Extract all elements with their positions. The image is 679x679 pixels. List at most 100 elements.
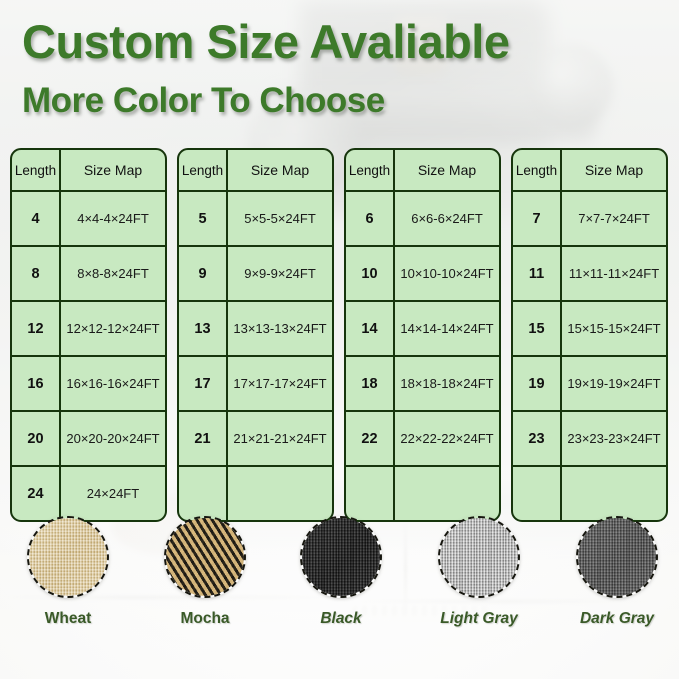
cell-length: 10 (346, 247, 395, 300)
table-row: 12 12×12-12×24FT (12, 302, 165, 357)
fabric-texture-black (302, 518, 380, 596)
table-row: 18 18×18-18×24FT (346, 357, 499, 412)
column-header-length: Length (346, 150, 395, 190)
cell-size-map: 16×16-16×24FT (66, 376, 160, 391)
cell-size-map: 8×8-8×24FT (77, 266, 149, 281)
column-header-size-map: Size Map (83, 162, 143, 178)
cell-length: 20 (12, 412, 61, 465)
cell-length: 9 (179, 247, 228, 300)
cell-size-map: 5×5-5×24FT (244, 211, 316, 226)
table-header-row: Length Size Map (346, 150, 499, 192)
cell-length: 11 (513, 247, 562, 300)
color-swatches: Wheat Mocha Black Light Gray Dark Gray (0, 516, 679, 679)
size-table-2: Length Size Map 5 5×5-5×24FT 9 9×9-9×24F… (177, 148, 334, 522)
cell-size-map: 6×6-6×24FT (411, 211, 483, 226)
table-row: 15 15×15-15×24FT (513, 302, 666, 357)
table-row: 8 8×8-8×24FT (12, 247, 165, 302)
cell-size-map: 7×7-7×24FT (578, 211, 650, 226)
table-row: 6 6×6-6×24FT (346, 192, 499, 247)
table-row: 7 7×7-7×24FT (513, 192, 666, 247)
column-header-length: Length (179, 150, 228, 190)
table-row: 13 13×13-13×24FT (179, 302, 332, 357)
table-row: 5 5×5-5×24FT (179, 192, 332, 247)
swatch-mocha[interactable]: Mocha (155, 516, 255, 628)
cell-size-map: 17×17-17×24FT (233, 376, 327, 391)
size-table-1: Length Size Map 4 4×4-4×24FT 8 8×8-8×24F… (10, 148, 167, 522)
cell-size-map: 13×13-13×24FT (233, 321, 327, 336)
cell-length: 22 (346, 412, 395, 465)
cell-size-map: 12×12-12×24FT (66, 321, 160, 336)
size-table-3: Length Size Map 6 6×6-6×24FT 10 10×10-10… (344, 148, 501, 522)
fabric-texture-wheat (29, 518, 107, 596)
swatch-circle-mocha (164, 516, 246, 598)
cell-length (513, 467, 562, 520)
table-row: 23 23×23-23×24FT (513, 412, 666, 467)
swatch-label-dark-gray: Dark Gray (579, 610, 655, 627)
swatch-wheat[interactable]: Wheat (18, 516, 118, 628)
swatch-black[interactable]: Black (291, 516, 391, 628)
fabric-texture-light-gray (440, 518, 518, 596)
swatch-label-mocha: Mocha (180, 610, 230, 627)
sub-heading: More Color To Choose (22, 81, 385, 120)
cell-size-map: 4×4-4×24FT (77, 211, 149, 226)
column-header-length: Length (513, 150, 562, 190)
table-row: 24 24×24FT (12, 467, 165, 520)
fabric-texture-dark-gray (578, 518, 656, 596)
cell-length: 12 (12, 302, 61, 355)
swatch-dark-gray[interactable]: Dark Gray (567, 516, 667, 628)
table-row-empty (513, 467, 666, 520)
table-row: 22 22×22-22×24FT (346, 412, 499, 467)
table-header-row: Length Size Map (513, 150, 666, 192)
table-row-empty (179, 467, 332, 520)
main-heading: Custom Size Avaliable (22, 15, 510, 68)
cell-length: 17 (179, 357, 228, 410)
swatch-circle-dark-gray (576, 516, 658, 598)
cell-length: 8 (12, 247, 61, 300)
table-row: 4 4×4-4×24FT (12, 192, 165, 247)
cell-size-map: 10×10-10×24FT (400, 266, 494, 281)
swatch-label-light-gray: Light Gray (440, 610, 518, 627)
table-row: 20 20×20-20×24FT (12, 412, 165, 467)
cell-size-map (562, 467, 666, 520)
column-header-size-map: Size Map (250, 162, 310, 178)
table-row: 10 10×10-10×24FT (346, 247, 499, 302)
cell-size-map: 24×24FT (86, 486, 140, 501)
table-row: 17 17×17-17×24FT (179, 357, 332, 412)
swatch-circle-black (300, 516, 382, 598)
cell-length: 16 (12, 357, 61, 410)
table-row: 21 21×21-21×24FT (179, 412, 332, 467)
swatch-circle-light-gray (438, 516, 520, 598)
cell-size-map: 14×14-14×24FT (400, 321, 494, 336)
swatch-label-black: Black (320, 610, 362, 627)
column-header-size-map: Size Map (584, 162, 644, 178)
cell-size-map: 15×15-15×24FT (567, 321, 661, 336)
cell-size-map: 9×9-9×24FT (244, 266, 316, 281)
cell-length: 13 (179, 302, 228, 355)
fabric-texture-mocha (166, 518, 244, 596)
table-row: 14 14×14-14×24FT (346, 302, 499, 357)
cell-length: 7 (513, 192, 562, 245)
table-header-row: Length Size Map (12, 150, 165, 192)
cell-length: 24 (12, 467, 61, 520)
cell-length: 18 (346, 357, 395, 410)
swatch-label-wheat: Wheat (44, 610, 92, 627)
swatch-light-gray[interactable]: Light Gray (429, 516, 529, 628)
cell-length: 14 (346, 302, 395, 355)
cell-length: 4 (12, 192, 61, 245)
column-header-size-map: Size Map (417, 162, 477, 178)
cell-length: 15 (513, 302, 562, 355)
cell-size-map: 18×18-18×24FT (400, 376, 494, 391)
cell-length: 21 (179, 412, 228, 465)
cell-size-map: 19×19-19×24FT (567, 376, 661, 391)
cell-size-map: 11×11-11×24FT (568, 266, 660, 281)
table-row: 11 11×11-11×24FT (513, 247, 666, 302)
table-row: 16 16×16-16×24FT (12, 357, 165, 412)
table-header-row: Length Size Map (179, 150, 332, 192)
column-header-length: Length (12, 150, 61, 190)
cell-length (346, 467, 395, 520)
cell-length (179, 467, 228, 520)
table-row-empty (346, 467, 499, 520)
cell-size-map (395, 467, 499, 520)
